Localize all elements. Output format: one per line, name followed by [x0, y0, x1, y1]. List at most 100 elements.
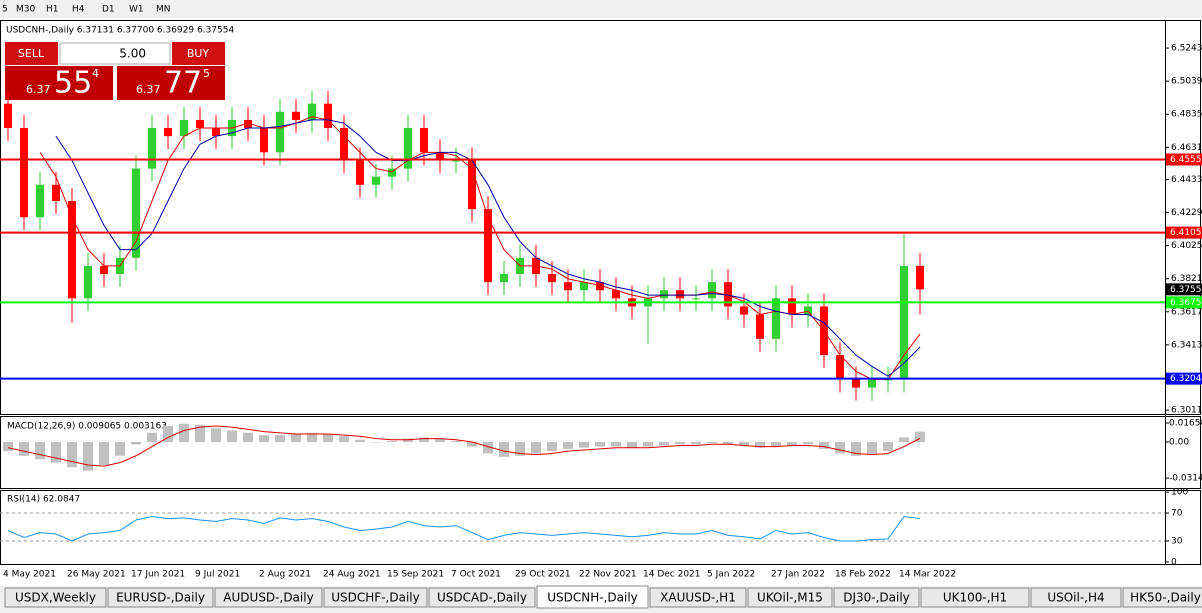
candle-body: [372, 176, 380, 185]
moving-average: [39, 116, 921, 380]
tab[interactable]: [1122, 587, 1202, 608]
candle-body: [804, 306, 812, 315]
macd-bar: [131, 442, 141, 445]
candle-body: [20, 128, 28, 218]
volume-field[interactable]: [59, 42, 171, 65]
candle-body: [212, 128, 220, 137]
tab[interactable]: [428, 587, 536, 608]
timeframe-button[interactable]: MN: [156, 5, 171, 15]
macd-bar: [227, 430, 237, 443]
tab-label: USDX,Weekly: [15, 591, 96, 605]
ask-pips: 77: [164, 66, 202, 101]
macd-bar: [83, 442, 93, 471]
tab-label: HK50-,Daily: [1130, 591, 1201, 605]
date-label: 5 Jan 2022: [707, 570, 755, 580]
tab[interactable]: [107, 587, 214, 608]
macd-bar: [867, 442, 877, 455]
macd-bar: [883, 442, 893, 452]
candle-body: [596, 282, 604, 291]
timeframe-button[interactable]: M30: [16, 5, 35, 15]
macd-bar: [3, 442, 13, 452]
timeframe-button[interactable]: H4: [72, 5, 85, 15]
buy-label: BUY: [187, 47, 210, 60]
macd-bar: [179, 423, 189, 443]
candle-body: [612, 290, 620, 299]
candle-body: [436, 152, 444, 161]
timeframe-button[interactable]: D1: [102, 5, 115, 15]
tab[interactable]: [920, 587, 1030, 608]
timeframe-button[interactable]: H1: [46, 5, 59, 15]
bid-big: 6.37: [26, 83, 51, 96]
macd-bar: [531, 442, 541, 454]
rsi-title: RSI(14) 62.0847: [7, 495, 80, 505]
macd-bar: [211, 428, 221, 443]
tab[interactable]: [649, 587, 747, 608]
macd-bar: [771, 442, 781, 447]
y-tick-label: 0: [1171, 557, 1177, 567]
date-label: 7 Oct 2021: [451, 570, 501, 580]
macd-bar: [899, 437, 909, 443]
macd-title: MACD(12,26,9) 0.009065 0.003163: [7, 422, 167, 432]
macd-bar: [403, 438, 413, 443]
tab-label: USDCNH-,Daily: [547, 591, 638, 605]
tab[interactable]: [536, 585, 649, 609]
macd-bar: [483, 442, 493, 454]
level-label: 6.41052: [1170, 228, 1202, 238]
candle-body: [148, 128, 156, 169]
macd-bar: [451, 440, 461, 443]
macd-bar: [19, 442, 29, 456]
level-label-box: [1166, 296, 1202, 309]
y-tick-label: 6.4433: [1171, 175, 1202, 185]
macd-bar: [851, 442, 861, 456]
candle-body: [68, 201, 76, 299]
y-tick-label: 0.01658: [1169, 418, 1202, 428]
candle-body: [468, 160, 476, 210]
candle-body: [500, 273, 508, 283]
date-label: 17 Jun 2021: [131, 570, 185, 580]
candle-body: [420, 128, 428, 153]
date-label: 9 Jul 2021: [195, 570, 240, 580]
timeframe-button[interactable]: 5: [2, 5, 8, 15]
candle-body: [132, 168, 140, 258]
date-label: 24 Aug 2021: [323, 570, 381, 580]
bid-pips: 55: [54, 66, 92, 101]
candle-body: [292, 111, 300, 120]
timeframe-button[interactable]: W1: [129, 5, 144, 15]
macd-bar: [275, 435, 285, 443]
y-tick-label: 70: [1171, 509, 1183, 519]
candle-body: [356, 160, 364, 185]
macd-bar: [803, 442, 813, 445]
macd-bar: [643, 442, 653, 447]
macd-bar: [467, 442, 477, 447]
tab[interactable]: [833, 587, 920, 608]
candle-body: [196, 119, 204, 129]
candle-body: [4, 103, 12, 129]
tab[interactable]: [747, 587, 833, 608]
tab[interactable]: [4, 587, 107, 608]
macd-bar: [339, 436, 349, 443]
macd-bar: [35, 442, 45, 460]
tab-label: USDCAD-,Daily: [437, 591, 527, 605]
tab[interactable]: [323, 587, 428, 608]
candle-body: [308, 103, 316, 120]
macd-signal: [7, 425, 921, 467]
candle-body: [340, 128, 348, 161]
sell-button[interactable]: [5, 42, 58, 65]
buy-button[interactable]: [172, 42, 225, 65]
rsi-pane: [0, 490, 1201, 565]
bid-box[interactable]: [5, 66, 113, 100]
macd-bar: [675, 442, 685, 445]
tab-label: AUDUSD-,Daily: [223, 591, 313, 605]
y-tick-label: 6.40250: [1171, 241, 1202, 251]
y-tick-label: 6.36170: [1171, 307, 1202, 317]
macd-bar: [739, 442, 749, 446]
tab[interactable]: [214, 587, 323, 608]
date-label: 14 Mar 2022: [899, 570, 956, 580]
candle-body: [180, 119, 188, 137]
macd-bar: [147, 432, 157, 443]
macd-bar: [51, 442, 61, 463]
candle-body: [836, 355, 844, 380]
ask-box[interactable]: [117, 66, 225, 100]
sell-label: SELL: [18, 47, 45, 60]
tab[interactable]: [1030, 587, 1122, 608]
